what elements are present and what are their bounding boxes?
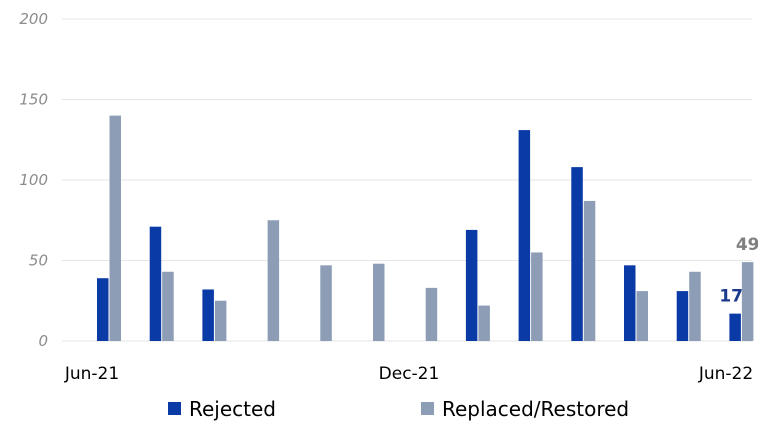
- bar-rejected: [571, 167, 583, 341]
- bar-rejected: [97, 278, 109, 341]
- bar-replaced-restored: [373, 263, 385, 341]
- legend-label: Replaced/Restored: [442, 397, 629, 421]
- bar-replaced-restored: [689, 271, 701, 341]
- bar-replaced-restored: [267, 220, 280, 341]
- y-tick-label: 100: [19, 171, 48, 189]
- x-tick-label: Dec-21: [379, 364, 440, 384]
- bar-replaced-restored: [531, 252, 543, 341]
- legend-swatch: [168, 402, 181, 415]
- y-axis-ticks: 0 50 100 150 200: [19, 10, 48, 350]
- bar-replaced-restored: [214, 300, 227, 341]
- bar-rejected: [518, 130, 531, 341]
- y-tick-label: 150: [19, 91, 48, 109]
- bar-rejected: [729, 313, 741, 341]
- bar-replaced-restored: [636, 291, 648, 341]
- bar-rejected: [624, 265, 636, 341]
- bar-replaced-restored: [320, 265, 332, 341]
- legend-swatch: [421, 402, 434, 415]
- y-tick-label: 0: [38, 332, 48, 350]
- bar-replaced-restored: [162, 271, 174, 341]
- data-label: 17: [719, 287, 743, 307]
- bar-replaced-restored: [109, 115, 121, 341]
- legend: Rejected Replaced/Restored: [168, 397, 629, 421]
- legend-label: Rejected: [189, 397, 276, 421]
- bar-rejected: [465, 229, 478, 341]
- bar-rejected: [149, 226, 162, 341]
- x-tick-label: Jun-21: [64, 364, 119, 384]
- data-label: 49: [736, 235, 758, 255]
- x-axis-ticks: Jun-21 Dec-21 Jun-22: [64, 364, 753, 384]
- bar-replaced-restored: [583, 200, 596, 341]
- bar-replaced-restored: [425, 287, 438, 341]
- y-tick-label: 200: [19, 10, 48, 28]
- x-tick-label: Jun-22: [698, 364, 753, 384]
- bar-replaced-restored: [478, 305, 490, 341]
- y-tick-label: 50: [29, 252, 48, 270]
- bar-rejected: [676, 291, 689, 341]
- bar-replaced-restored: [741, 262, 754, 341]
- bars-layer: [97, 115, 754, 341]
- bar-rejected: [202, 289, 214, 341]
